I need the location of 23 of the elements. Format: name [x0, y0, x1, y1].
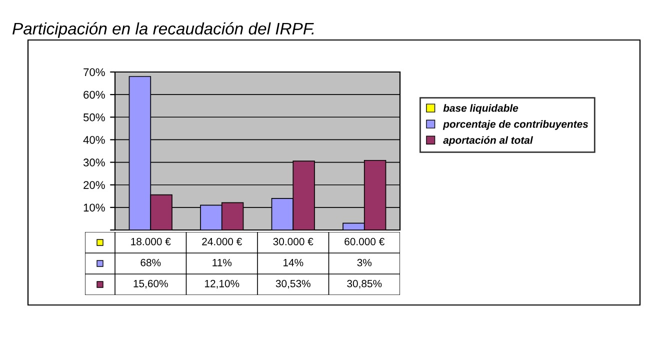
data-label: 68%: [140, 258, 161, 266]
y-tick-label: 60%: [84, 90, 105, 99]
x-tick-label: 18.000 €: [131, 238, 171, 246]
y-tick-label: 40%: [83, 136, 105, 144]
y-tick-label: 20%: [84, 181, 105, 189]
data-label: 12,10%: [205, 280, 240, 289]
data-label: 11%: [212, 258, 232, 266]
chart-title: Participación en la recaudación del IRPF.: [12, 22, 314, 38]
data-label: 15,60%: [134, 280, 168, 289]
x-tick-label: 30.000 €: [273, 238, 314, 246]
data-label: 3%: [357, 258, 372, 266]
x-tick-label: 24.000 €: [202, 238, 242, 246]
x-tick-label: 60.000 €: [344, 238, 385, 246]
data-label: 30,53%: [276, 280, 310, 289]
y-tick-label: 30%: [83, 158, 105, 166]
legend-label: base liquidable: [443, 104, 518, 114]
y-tick-label: 10%: [84, 204, 105, 212]
legend-label: porcentaje de contribuyentes: [442, 120, 588, 130]
data-label: 30,85%: [347, 280, 382, 289]
y-tick-label: 50%: [83, 113, 105, 122]
y-tick-label: 70%: [84, 68, 105, 76]
legend-label: aportación al total: [443, 136, 534, 146]
data-label: 14%: [283, 258, 304, 266]
